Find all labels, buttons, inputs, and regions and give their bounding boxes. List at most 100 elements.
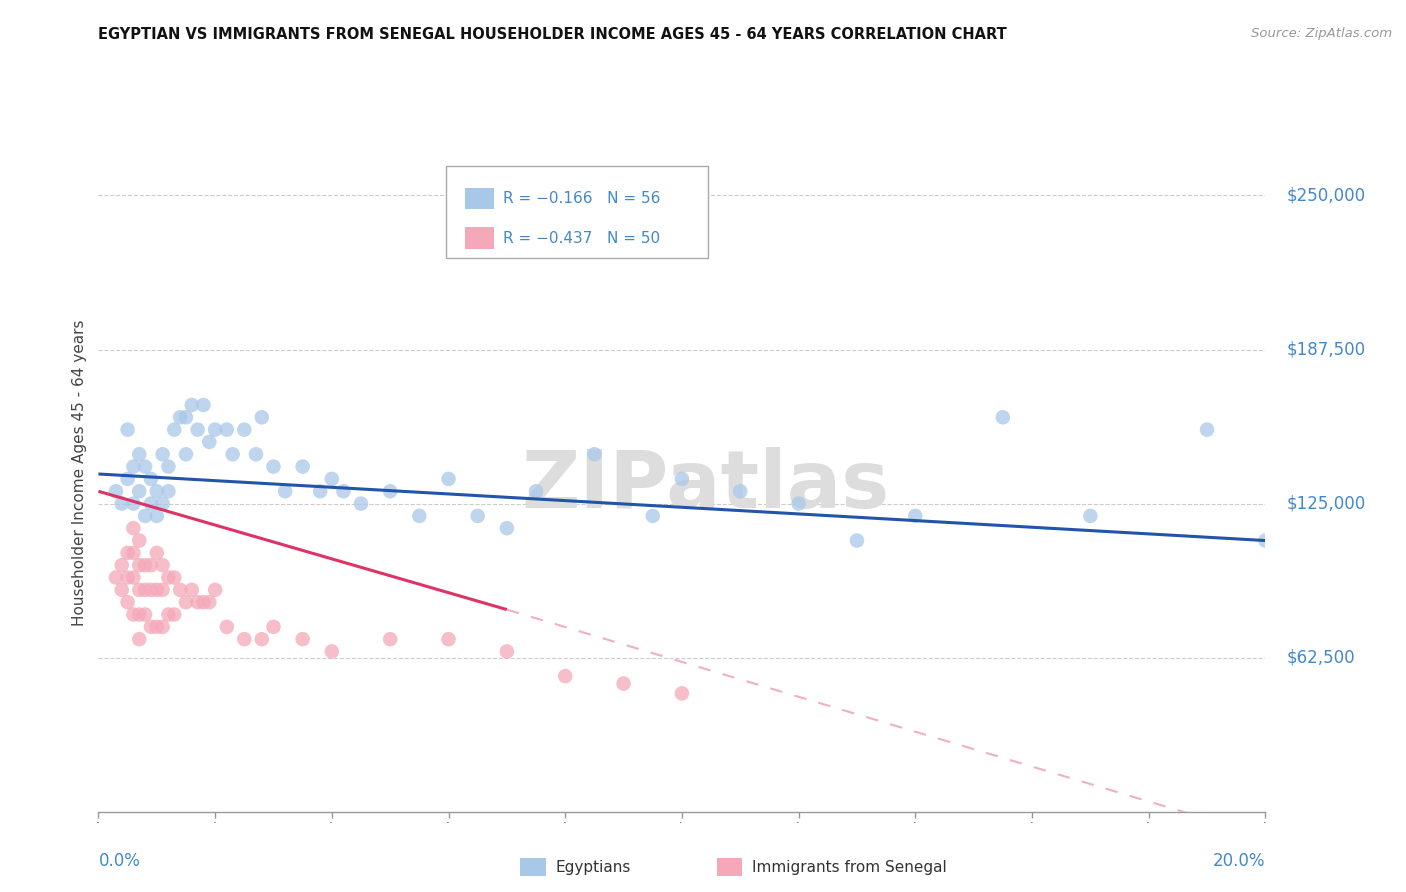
Point bbox=[174, 447, 197, 461]
Point bbox=[728, 484, 751, 499]
Point bbox=[180, 582, 202, 597]
Point bbox=[437, 632, 460, 647]
Text: EGYPTIAN VS IMMIGRANTS FROM SENEGAL HOUSEHOLDER INCOME AGES 45 - 64 YEARS CORREL: EGYPTIAN VS IMMIGRANTS FROM SENEGAL HOUS… bbox=[98, 27, 1007, 42]
Point bbox=[139, 472, 162, 486]
Point bbox=[904, 508, 927, 523]
Point bbox=[524, 484, 547, 499]
Point bbox=[787, 497, 810, 511]
Point bbox=[111, 497, 134, 511]
Point bbox=[117, 546, 139, 560]
Text: Source: ZipAtlas.com: Source: ZipAtlas.com bbox=[1251, 27, 1392, 40]
Text: 0.0%: 0.0% bbox=[98, 853, 141, 871]
Point bbox=[152, 582, 174, 597]
Point bbox=[128, 484, 150, 499]
Point bbox=[1254, 533, 1277, 548]
Point bbox=[157, 484, 180, 499]
Point bbox=[117, 472, 139, 486]
Point bbox=[122, 570, 145, 584]
Point bbox=[117, 570, 139, 584]
Text: $187,500: $187,500 bbox=[1286, 341, 1365, 359]
Text: ZIPatlas: ZIPatlas bbox=[522, 447, 890, 525]
Point bbox=[117, 595, 139, 609]
Point bbox=[104, 484, 127, 499]
Point bbox=[180, 398, 202, 412]
Point bbox=[408, 508, 430, 523]
Point bbox=[495, 644, 517, 658]
Point bbox=[122, 521, 145, 535]
Point bbox=[134, 508, 156, 523]
Point bbox=[554, 669, 576, 683]
Point bbox=[378, 632, 402, 647]
Point bbox=[111, 558, 134, 573]
Point bbox=[193, 595, 215, 609]
Point bbox=[128, 632, 150, 647]
Text: $250,000: $250,000 bbox=[1286, 186, 1365, 204]
Point bbox=[187, 423, 209, 437]
Text: $125,000: $125,000 bbox=[1286, 494, 1365, 513]
Point bbox=[174, 595, 197, 609]
Point bbox=[215, 620, 238, 634]
Point bbox=[152, 497, 174, 511]
Point bbox=[321, 644, 343, 658]
Point bbox=[274, 484, 297, 499]
Point bbox=[122, 459, 145, 474]
Point bbox=[122, 607, 145, 622]
Point bbox=[157, 607, 180, 622]
Point bbox=[437, 472, 460, 486]
Point bbox=[350, 497, 373, 511]
Point bbox=[321, 472, 343, 486]
Point bbox=[152, 620, 174, 634]
Text: 20.0%: 20.0% bbox=[1213, 853, 1265, 871]
Point bbox=[250, 410, 273, 425]
Text: R = −0.437   N = 50: R = −0.437 N = 50 bbox=[503, 231, 661, 245]
Point bbox=[262, 620, 284, 634]
Point bbox=[146, 620, 169, 634]
Point bbox=[671, 686, 693, 700]
Point bbox=[612, 676, 634, 690]
Text: $62,500: $62,500 bbox=[1286, 648, 1355, 666]
Point bbox=[157, 570, 180, 584]
Point bbox=[128, 533, 150, 548]
Point bbox=[152, 447, 174, 461]
Point bbox=[104, 570, 127, 584]
Point bbox=[1080, 508, 1102, 523]
Point bbox=[122, 497, 145, 511]
Point bbox=[467, 508, 489, 523]
Point bbox=[495, 521, 517, 535]
Point bbox=[111, 582, 134, 597]
Point bbox=[291, 632, 314, 647]
Point bbox=[262, 459, 284, 474]
Point bbox=[991, 410, 1014, 425]
Point bbox=[378, 484, 402, 499]
Point bbox=[117, 423, 139, 437]
Point bbox=[583, 447, 606, 461]
Point bbox=[1195, 423, 1218, 437]
Point bbox=[233, 423, 256, 437]
Point bbox=[174, 410, 197, 425]
Point bbox=[128, 447, 150, 461]
Point bbox=[146, 484, 169, 499]
Point bbox=[134, 607, 156, 622]
Point bbox=[128, 582, 150, 597]
Point bbox=[215, 423, 238, 437]
Point bbox=[146, 508, 169, 523]
Point bbox=[122, 546, 145, 560]
Point bbox=[169, 582, 191, 597]
Y-axis label: Householder Income Ages 45 - 64 years: Householder Income Ages 45 - 64 years bbox=[72, 319, 87, 626]
Point bbox=[157, 459, 180, 474]
Point bbox=[163, 423, 186, 437]
Point bbox=[163, 607, 186, 622]
Point bbox=[146, 546, 169, 560]
Point bbox=[139, 497, 162, 511]
Point bbox=[187, 595, 209, 609]
Point bbox=[134, 558, 156, 573]
Point bbox=[291, 459, 314, 474]
Point bbox=[245, 447, 267, 461]
Point bbox=[139, 620, 162, 634]
Point bbox=[221, 447, 243, 461]
Point bbox=[134, 459, 156, 474]
Point bbox=[309, 484, 332, 499]
Point bbox=[641, 508, 664, 523]
Point bbox=[233, 632, 256, 647]
Point bbox=[332, 484, 354, 499]
